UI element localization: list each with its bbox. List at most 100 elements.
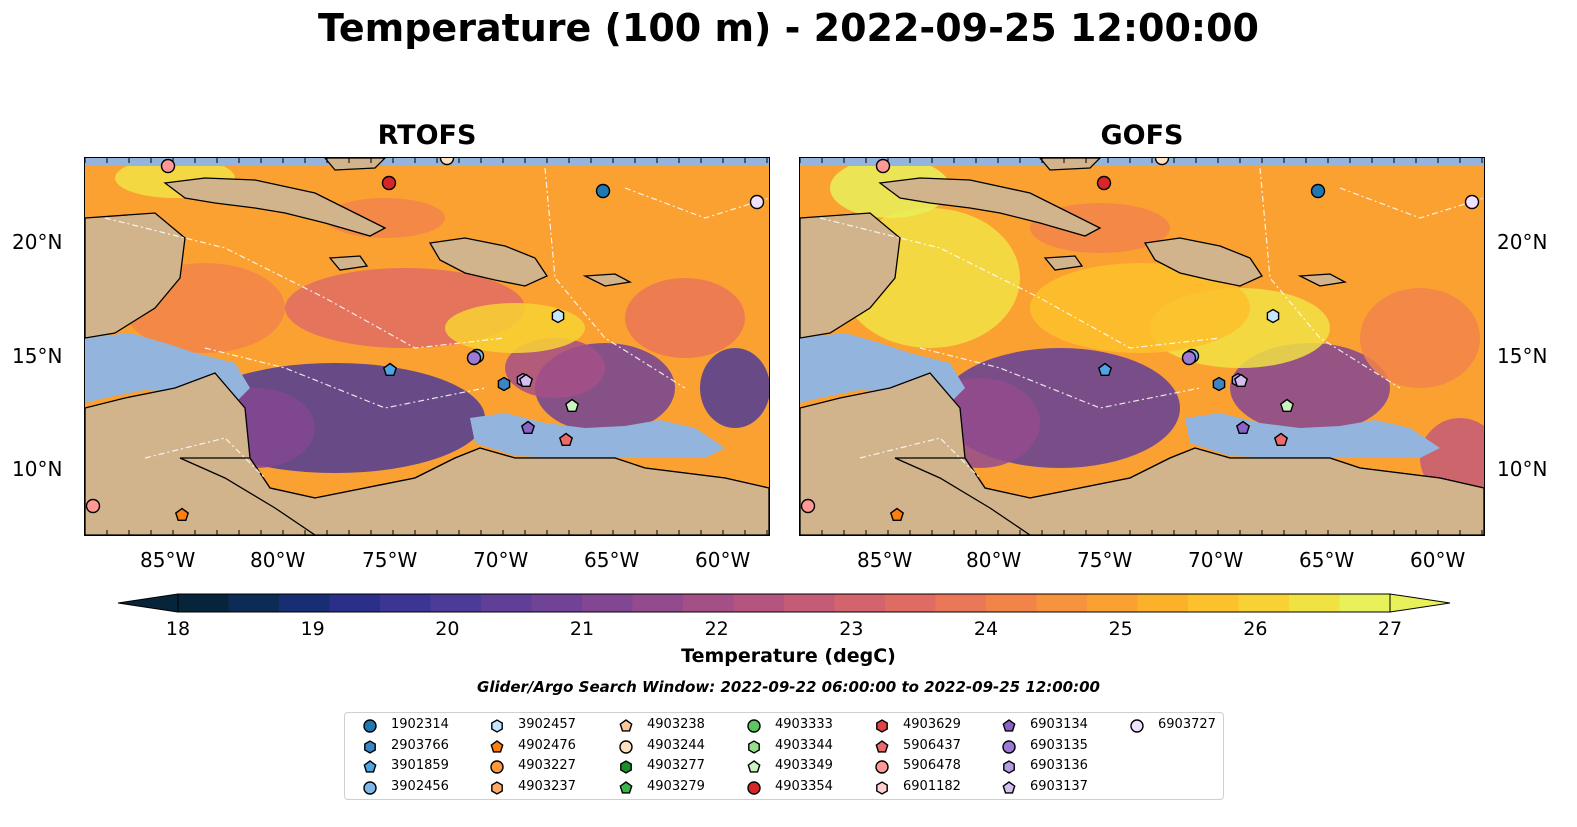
colorbar-segment (1339, 594, 1391, 612)
hexagon-marker-icon (491, 719, 503, 733)
legend-marker-6903727 (1130, 719, 1144, 733)
gofs-landmass (1297, 273, 1348, 287)
rtofs-temperature-patch (625, 278, 745, 358)
legend-label: 5906437 (903, 737, 961, 753)
legend-marker-4903349 (747, 760, 761, 773)
legend-label: 6903136 (1030, 758, 1088, 773)
gofs-map-canvas (800, 158, 1484, 535)
rtofs-shallow-shelf (85, 158, 769, 166)
legend-marker-4902476 (490, 739, 504, 753)
colorbar-label: Temperature (degC) (681, 645, 896, 667)
rtofs-float-marker-4903244 (439, 158, 455, 166)
pentagon-marker-icon (1002, 780, 1016, 794)
hexagon-marker-icon (876, 780, 888, 795)
legend-marker-3902457 (491, 719, 503, 733)
legend-label: 4903279 (647, 778, 705, 794)
legend-marker-4903237 (491, 780, 503, 795)
rtofs-temperature-patch (700, 348, 769, 428)
rtofs-float-marker-6903137 (518, 373, 534, 387)
gofs-float-marker-4903354 (1096, 175, 1112, 191)
legend-label: 4903354 (775, 778, 833, 794)
lon-label-right-65w: 65°W (1299, 548, 1355, 572)
legend-marker-6903137 (1002, 780, 1016, 794)
rtofs-landmass (324, 158, 386, 171)
colorbar-tick-label: 22 (704, 618, 729, 640)
gofs-eez-boundary (819, 217, 1221, 349)
legend-marker-4903244 (619, 739, 633, 754)
rtofs-shallow-shelf (470, 413, 725, 458)
lon-label-right-70w: 70°W (1188, 548, 1244, 572)
legend-label: 1902314 (391, 717, 449, 732)
rtofs-float-marker-3901859 (382, 362, 398, 376)
colorbar-segment (1137, 594, 1189, 612)
rtofs-landmass (428, 237, 548, 287)
panel-title-rtofs: RTOFS (377, 120, 477, 151)
colorbar-segment (834, 594, 886, 612)
colorbar-segment (1087, 594, 1138, 612)
circle-marker-icon (1002, 739, 1016, 754)
gofs-float-marker-5906437 (1273, 432, 1289, 446)
lat-label-left-20n: 20°N (12, 230, 63, 254)
legend-label: 4903238 (647, 717, 705, 732)
legend-label: 6903135 (1030, 737, 1088, 753)
legend-label: 3902456 (391, 778, 449, 794)
legend-label: 6903727 (1158, 717, 1216, 732)
legend-label: 4903227 (518, 758, 576, 773)
hexagon-marker-icon (748, 739, 760, 754)
gofs-float-marker-3902457 (1266, 308, 1280, 324)
gofs-float-marker-6903727 (1464, 194, 1480, 210)
rtofs-float-marker-5906478 (85, 498, 101, 514)
rtofs-float-marker-5906478 (160, 158, 176, 174)
legend-label: 4902476 (518, 737, 576, 753)
legend-marker-6903135 (1002, 739, 1016, 754)
rtofs-map-canvas (85, 158, 769, 535)
colorbar-extend-high (1389, 593, 1451, 613)
gofs-eez-boundary (919, 347, 1201, 409)
gofs-float-marker-6903135 (1181, 350, 1197, 366)
rtofs-float-marker-4903349 (564, 398, 580, 412)
rtofs-float-marker-1902314 (595, 183, 611, 199)
gofs-float-marker-5906478 (800, 498, 816, 514)
legend-marker-2903766 (364, 739, 376, 754)
lat-label-right-10n: 10°N (1497, 457, 1548, 481)
gofs-temperature-patch (1030, 263, 1250, 353)
legend-marker-4903629 (876, 719, 888, 733)
rtofs-temperature-patch (445, 303, 585, 353)
circle-marker-icon (1130, 719, 1144, 733)
legend-marker-4903333 (747, 719, 761, 733)
gofs-landmass (1043, 255, 1084, 271)
gofs-landmass (1039, 158, 1101, 171)
lon-label-left-80w: 80°W (250, 548, 306, 572)
rtofs-landmass (582, 273, 633, 287)
lat-label-left-10n: 10°N (12, 457, 63, 481)
rtofs-float-marker-5906437 (558, 432, 574, 446)
legend-marker-5906437 (875, 739, 889, 753)
colorbar-extend-low (117, 593, 179, 613)
map-panel-rtofs (84, 157, 770, 536)
gofs-float-marker-4903349 (1279, 398, 1295, 412)
gofs-float-marker-1902314 (1310, 183, 1326, 199)
rtofs-eez-boundary (104, 217, 506, 349)
circle-marker-icon (747, 780, 761, 795)
gofs-float-marker-4902476 (889, 507, 905, 521)
legend-label: 4903277 (647, 758, 705, 773)
circle-marker-icon (875, 760, 889, 774)
figure-title: Temperature (100 m) - 2022-09-25 12:00:0… (317, 6, 1259, 50)
legend-label: 4903629 (903, 717, 961, 732)
legend-label: 2903766 (391, 737, 449, 753)
legend-marker-3902456 (363, 780, 377, 795)
colorbar-tick-label: 18 (165, 618, 191, 640)
colorbar-segment (1289, 594, 1340, 612)
circle-marker-icon (747, 719, 761, 733)
lon-label-left-75w: 75°W (362, 548, 418, 572)
rtofs-eez-boundary (544, 167, 686, 389)
lon-label-left-70w: 70°W (473, 548, 529, 572)
temperature-colorbar (117, 593, 1451, 613)
colorbar-segment (733, 594, 785, 612)
map-panel-gofs (799, 157, 1485, 536)
rtofs-landmass (163, 177, 387, 237)
gofs-landmass (1143, 237, 1263, 287)
rtofs-landmass (85, 212, 186, 339)
legend-label: 6903134 (1030, 717, 1088, 732)
legend-label: 4903244 (647, 737, 705, 753)
